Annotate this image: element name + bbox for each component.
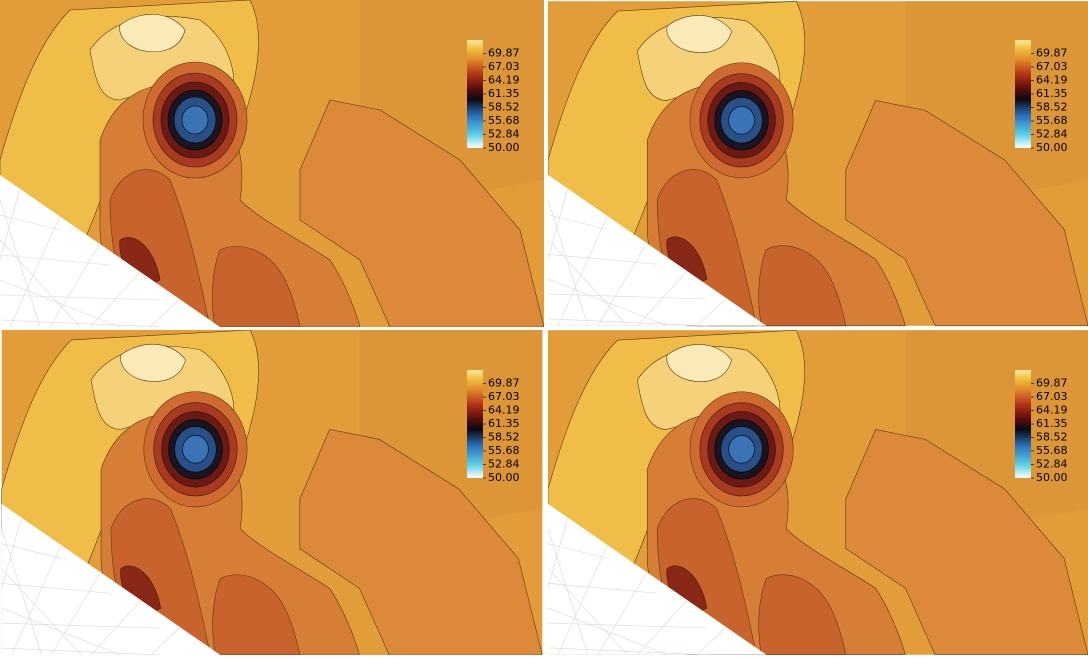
colorbar-tick-label: 52.84 xyxy=(488,457,520,470)
colorbar-tick-label: 61.35 xyxy=(488,87,520,100)
colorbar-tick-label: 69.87 xyxy=(1036,47,1068,60)
contour-panel xyxy=(0,0,544,327)
colorbar xyxy=(467,40,483,148)
colorbar-tick-label: 58.52 xyxy=(1036,430,1068,443)
colorbar-tick-label: 61.35 xyxy=(488,417,520,430)
colorbar-tick-label: 52.84 xyxy=(488,127,520,140)
colorbar-tick-label: 58.52 xyxy=(1036,100,1068,113)
colorbar xyxy=(1015,370,1031,478)
colorbar-tick-label: 64.19 xyxy=(488,74,520,87)
colorbar-tick-label: 64.19 xyxy=(1036,74,1068,87)
colorbar-tick-label: 67.03 xyxy=(488,390,520,403)
colorbar-tick-label: 58.52 xyxy=(488,430,520,443)
contour-panel xyxy=(2,330,543,655)
colorbar-tick-label: 64.19 xyxy=(1036,404,1068,417)
colorbar-tick-label: 52.84 xyxy=(1036,457,1068,470)
colorbar-tick-label: 50.00 xyxy=(1036,141,1068,154)
colorbar-tick-label: 50.00 xyxy=(488,141,520,154)
colorbar-tick-label: 55.68 xyxy=(488,114,520,127)
contour-panel xyxy=(548,1,1088,326)
colorbar-tick-label: 61.35 xyxy=(1036,87,1068,100)
figure: 69.8767.0364.1961.3558.5255.6852.8450.00… xyxy=(0,0,1088,655)
colorbar-tick-label: 61.35 xyxy=(1036,417,1068,430)
colorbar-tick-label: 50.00 xyxy=(488,471,520,484)
colorbar-tick-label: 52.84 xyxy=(1036,127,1068,140)
colorbar-tick-label: 67.03 xyxy=(1036,60,1068,73)
colorbar-tick-label: 69.87 xyxy=(488,377,520,390)
colorbar-tick-label: 67.03 xyxy=(488,60,520,73)
colorbar-tick-label: 69.87 xyxy=(1036,377,1068,390)
colorbar-tick-label: 58.52 xyxy=(488,100,520,113)
colorbar-tick-label: 67.03 xyxy=(1036,390,1068,403)
colorbar-tick-label: 55.68 xyxy=(1036,114,1068,127)
colorbar-tick-label: 55.68 xyxy=(488,444,520,457)
colorbar-tick-label: 64.19 xyxy=(488,404,520,417)
colorbar-tick-label: 50.00 xyxy=(1036,471,1068,484)
colorbar-tick-label: 55.68 xyxy=(1036,444,1068,457)
colorbar-tick-label: 69.87 xyxy=(488,47,520,60)
colorbar xyxy=(467,370,483,478)
colorbar xyxy=(1015,40,1031,148)
contour-panel xyxy=(548,330,1088,655)
